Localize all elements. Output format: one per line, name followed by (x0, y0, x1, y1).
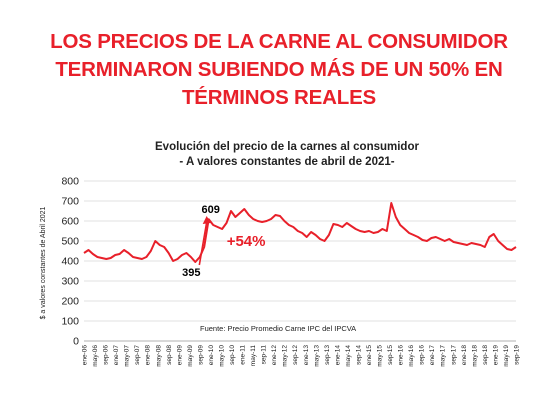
y-tick-label: 0 (73, 336, 79, 348)
arrow-head (202, 216, 211, 224)
x-tick-label: ene-10 (208, 345, 215, 366)
x-tick-label: may-14 (345, 345, 352, 367)
x-axis-ticks: ene-06 may-06 sep-06 ene-07 may-07 sep-07 ene-… (82, 345, 521, 367)
x-tick-label: ene-15 (366, 345, 373, 366)
chart-title: Evolución del precio de la carnes al con… (155, 141, 419, 153)
x-tick-label: ene-17 (429, 345, 436, 366)
arrow-shaft (198, 221, 208, 266)
x-tick-label: sep-06 (103, 345, 110, 365)
x-tick-label: may-16 (408, 345, 415, 367)
x-tick-label: sep-12 (292, 345, 299, 365)
y-tick-label: 400 (61, 256, 79, 268)
x-tick-label: ene-12 (271, 345, 278, 366)
y-tick-label: 100 (61, 316, 79, 328)
y-tick-label: 600 (61, 216, 79, 228)
y-tick-label: 200 (61, 296, 79, 308)
x-tick-label: sep-14 (355, 345, 362, 365)
x-tick-label: ene-14 (334, 345, 341, 366)
headline-line-3: TÉRMINOS REALES (181, 86, 377, 109)
peak-label: 609 (202, 204, 220, 216)
source-note: Fuente: Precio Promedio Carne IPC del IP… (200, 324, 356, 333)
x-tick-label: sep-15 (387, 345, 394, 365)
x-tick-label: may-10 (218, 345, 225, 367)
annotations: 609 395 +54% (182, 204, 265, 279)
x-tick-label: may-11 (250, 345, 257, 367)
y-tick-label: 300 (61, 276, 79, 288)
x-tick-label: ene-06 (82, 345, 89, 366)
x-tick-label: may-19 (503, 345, 510, 367)
x-tick-label: sep-10 (229, 345, 236, 365)
headline-line-2: TERMINARON SUBIENDO MÁS DE UN 50% EN (55, 58, 503, 81)
series-line (83, 202, 517, 263)
x-tick-label: sep-09 (197, 345, 204, 365)
headline: LOS PRECIOS DE LA CARNE AL CONSUMIDOR TE… (0, 28, 558, 112)
x-tick-label: may-06 (92, 345, 99, 367)
x-tick-label: sep-18 (482, 345, 489, 365)
series-layer (83, 202, 517, 263)
x-tick-label: ene-13 (303, 345, 310, 366)
change-label: +54% (227, 233, 266, 250)
x-tick-label: sep-13 (324, 345, 331, 365)
y-tick-label: 700 (61, 196, 79, 208)
x-tick-label: may-09 (187, 345, 194, 367)
x-tick-label: may-12 (282, 345, 289, 367)
x-tick-label: sep-11 (261, 345, 268, 365)
x-tick-label: may-15 (377, 345, 384, 367)
x-tick-label: sep-07 (134, 345, 141, 365)
x-tick-label: sep-08 (166, 345, 173, 365)
x-tick-label: ene-19 (492, 345, 499, 366)
x-tick-label: sep-16 (419, 345, 426, 365)
y-tick-label: 500 (61, 236, 79, 248)
x-tick-label: ene-07 (113, 345, 120, 366)
x-tick-label: sep-17 (450, 345, 457, 365)
x-tick-label: ene-08 (145, 345, 152, 366)
x-tick-label: ene-18 (461, 345, 468, 366)
x-tick-label: may-18 (471, 345, 478, 367)
x-tick-label: ene-11 (240, 345, 247, 365)
trough-label: 395 (182, 267, 200, 279)
x-tick-label: may-07 (124, 345, 131, 367)
x-tick-label: may-17 (440, 345, 447, 367)
headline-line-1: LOS PRECIOS DE LA CARNE AL CONSUMIDOR (50, 30, 508, 53)
x-tick-label: may-13 (313, 345, 320, 367)
y-axis-label: $ a valores constantes de Abril 2021 (40, 206, 47, 319)
y-tick-label: 800 (61, 176, 79, 188)
x-tick-label: ene-09 (176, 345, 183, 366)
x-tick-label: may-08 (155, 345, 162, 367)
y-axis-ticks: 0 100 200 300 400 500 600 700 800 (61, 176, 79, 348)
x-tick-label: ene-16 (398, 345, 405, 366)
gridlines (84, 180, 516, 342)
x-tick-label: sep-19 (514, 345, 521, 365)
chart-subtitle: - A valores constantes de abril de 2021- (179, 156, 394, 168)
